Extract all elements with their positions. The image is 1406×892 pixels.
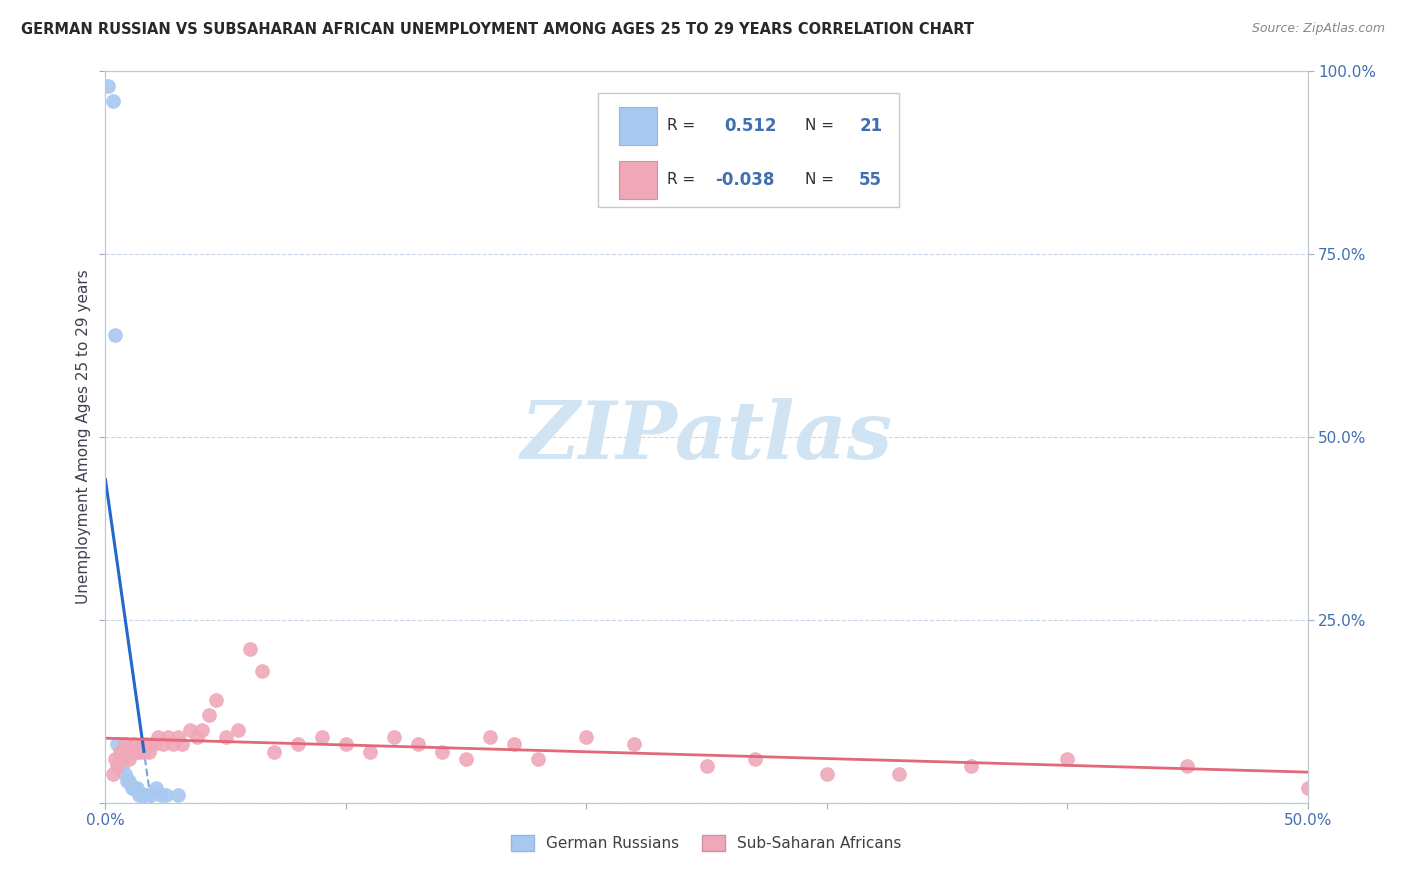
Point xyxy=(156,730,179,744)
Point xyxy=(101,94,124,108)
Point xyxy=(575,730,598,744)
Point xyxy=(263,745,285,759)
Point xyxy=(132,789,155,803)
Text: N =: N = xyxy=(806,118,834,133)
Point xyxy=(311,730,333,744)
FancyBboxPatch shape xyxy=(599,94,898,207)
Point xyxy=(142,737,165,751)
Point xyxy=(108,752,131,766)
Legend: German Russians, Sub-Saharan Africans: German Russians, Sub-Saharan Africans xyxy=(505,830,908,857)
Point xyxy=(139,789,162,803)
Point xyxy=(115,773,138,788)
Point xyxy=(111,752,134,766)
Point xyxy=(135,737,157,751)
Point xyxy=(527,752,550,766)
Point xyxy=(815,766,838,780)
Point xyxy=(335,737,357,751)
Point xyxy=(97,78,120,93)
Point xyxy=(107,759,129,773)
Point xyxy=(1056,752,1078,766)
Point xyxy=(479,730,502,744)
Point xyxy=(960,759,983,773)
Point xyxy=(172,737,194,751)
Point xyxy=(138,745,160,759)
Point xyxy=(135,789,157,803)
Point xyxy=(198,708,221,723)
FancyBboxPatch shape xyxy=(619,161,657,199)
Point xyxy=(107,737,129,751)
Point xyxy=(124,737,146,751)
Point xyxy=(190,723,212,737)
Point xyxy=(152,737,174,751)
Point xyxy=(250,664,273,678)
Point xyxy=(359,745,381,759)
Point xyxy=(115,745,138,759)
Point xyxy=(887,766,910,780)
Point xyxy=(162,737,184,751)
Point xyxy=(166,789,188,803)
Text: N =: N = xyxy=(806,172,834,187)
Point xyxy=(131,737,153,751)
Point xyxy=(125,745,148,759)
Point xyxy=(132,745,155,759)
Point xyxy=(114,766,136,780)
Point xyxy=(131,789,153,803)
Point xyxy=(179,723,201,737)
FancyBboxPatch shape xyxy=(619,106,657,145)
Point xyxy=(226,723,249,737)
Point xyxy=(287,737,309,751)
Point xyxy=(186,730,208,744)
Text: R =: R = xyxy=(666,118,695,133)
Text: R =: R = xyxy=(666,172,695,187)
Point xyxy=(108,745,131,759)
Text: Source: ZipAtlas.com: Source: ZipAtlas.com xyxy=(1251,22,1385,36)
Point xyxy=(145,781,167,796)
Point xyxy=(118,752,141,766)
Text: GERMAN RUSSIAN VS SUBSAHARAN AFRICAN UNEMPLOYMENT AMONG AGES 25 TO 29 YEARS CORR: GERMAN RUSSIAN VS SUBSAHARAN AFRICAN UNE… xyxy=(21,22,974,37)
Point xyxy=(101,766,124,780)
Point xyxy=(149,789,172,803)
Y-axis label: Unemployment Among Ages 25 to 29 years: Unemployment Among Ages 25 to 29 years xyxy=(76,269,91,605)
Point xyxy=(155,789,177,803)
Point xyxy=(104,752,127,766)
Text: 55: 55 xyxy=(859,170,882,189)
Point xyxy=(205,693,228,707)
Point xyxy=(239,642,262,657)
Point xyxy=(125,781,148,796)
Text: ZIPatlas: ZIPatlas xyxy=(520,399,893,475)
Point xyxy=(121,781,143,796)
Point xyxy=(128,745,150,759)
Point xyxy=(623,737,645,751)
Point xyxy=(1296,781,1319,796)
Point xyxy=(128,789,150,803)
Point xyxy=(214,730,236,744)
Point xyxy=(503,737,526,751)
Point xyxy=(148,730,170,744)
Point xyxy=(121,745,143,759)
Point xyxy=(124,781,146,796)
Point xyxy=(114,737,136,751)
Point xyxy=(166,730,188,744)
Text: -0.038: -0.038 xyxy=(714,170,775,189)
Point xyxy=(1177,759,1199,773)
Point xyxy=(744,752,766,766)
Point xyxy=(696,759,718,773)
Point xyxy=(456,752,478,766)
Text: 0.512: 0.512 xyxy=(724,117,778,135)
Point xyxy=(430,745,453,759)
Point xyxy=(118,773,141,788)
Point xyxy=(406,737,429,751)
Text: 21: 21 xyxy=(859,117,883,135)
Point xyxy=(111,759,134,773)
Point xyxy=(382,730,405,744)
Point xyxy=(139,737,162,751)
Point xyxy=(104,327,127,342)
